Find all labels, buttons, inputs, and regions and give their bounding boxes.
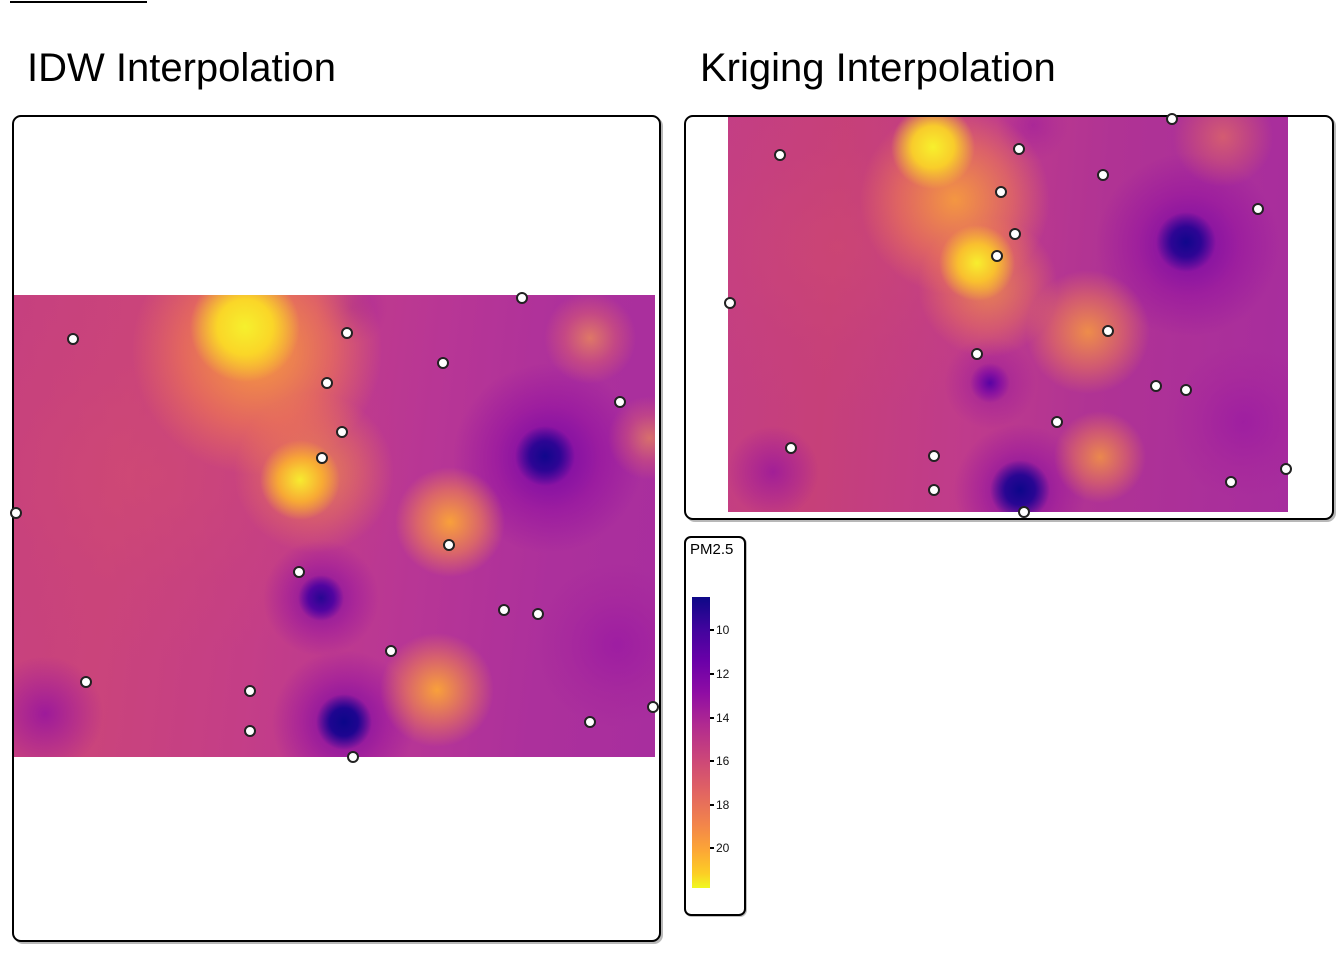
legend-colorbar <box>692 597 710 888</box>
legend-box: PM2.5 10 12 14 16 18 20 <box>684 536 746 916</box>
station-point <box>995 186 1008 199</box>
station-point <box>497 604 510 617</box>
station-point <box>773 148 786 161</box>
legend-ticks: 10 12 14 16 18 20 <box>710 597 740 888</box>
station-point <box>1224 475 1237 488</box>
legend-tick-mark <box>710 847 714 849</box>
station-point <box>970 347 983 360</box>
clipped-frame-artifact-line <box>10 1 147 3</box>
station-point <box>1149 380 1162 393</box>
station-point <box>583 715 596 728</box>
legend-tick-mark <box>710 804 714 806</box>
idw-panel <box>9 115 661 942</box>
station-point <box>531 607 544 620</box>
station-point <box>1251 202 1264 215</box>
station-point <box>928 483 941 496</box>
station-point <box>1096 169 1109 182</box>
legend-tick-mark <box>710 760 714 762</box>
legend-title: PM2.5 <box>690 541 734 558</box>
station-point <box>243 684 256 697</box>
legend-tick: 10 <box>710 624 729 636</box>
station-point <box>336 426 349 439</box>
kriging-raster-map <box>723 113 1293 518</box>
legend-tick-mark <box>710 717 714 719</box>
station-point <box>784 442 797 454</box>
station-point <box>991 250 1004 263</box>
station-point <box>647 701 660 714</box>
station-point <box>516 291 529 304</box>
station-point <box>347 751 360 763</box>
legend-tick-label: 12 <box>716 666 730 681</box>
station-point <box>9 507 22 520</box>
station-point <box>1018 506 1031 518</box>
station-point <box>1280 463 1293 476</box>
legend-tick: 16 <box>710 755 729 767</box>
legend-tick-mark <box>710 673 714 675</box>
station-point <box>1051 415 1064 428</box>
station-point <box>341 326 354 339</box>
station-point <box>443 538 456 551</box>
legend-tick: 20 <box>710 842 729 854</box>
legend-tick: 12 <box>710 668 729 680</box>
station-point <box>723 297 736 310</box>
legend-tick-label: 10 <box>716 622 730 637</box>
station-point <box>292 565 305 578</box>
station-point <box>1166 113 1179 126</box>
idw-title: IDW Interpolation <box>27 46 337 90</box>
station-point <box>1102 324 1115 337</box>
kriging-panel <box>684 113 1334 520</box>
idw-raster-map <box>9 291 660 763</box>
station-point <box>928 449 941 462</box>
legend-tick-mark <box>710 629 714 631</box>
kriging-title: Kriging Interpolation <box>700 46 1056 90</box>
legend-tick: 18 <box>710 799 729 811</box>
station-point <box>66 332 79 345</box>
station-point <box>1013 143 1026 156</box>
station-point <box>436 356 449 369</box>
station-point <box>243 725 256 738</box>
station-point <box>316 452 329 465</box>
station-point <box>1179 383 1192 396</box>
station-point <box>320 376 333 389</box>
legend-tick-label: 20 <box>716 841 730 856</box>
legend-tick-label: 16 <box>716 754 730 769</box>
legend-tick: 14 <box>710 712 729 724</box>
station-point <box>614 396 627 409</box>
station-point <box>79 676 92 689</box>
station-point <box>1008 228 1021 241</box>
station-point <box>384 645 397 658</box>
legend-tick-label: 14 <box>716 711 730 726</box>
legend-tick-label: 18 <box>716 798 730 813</box>
